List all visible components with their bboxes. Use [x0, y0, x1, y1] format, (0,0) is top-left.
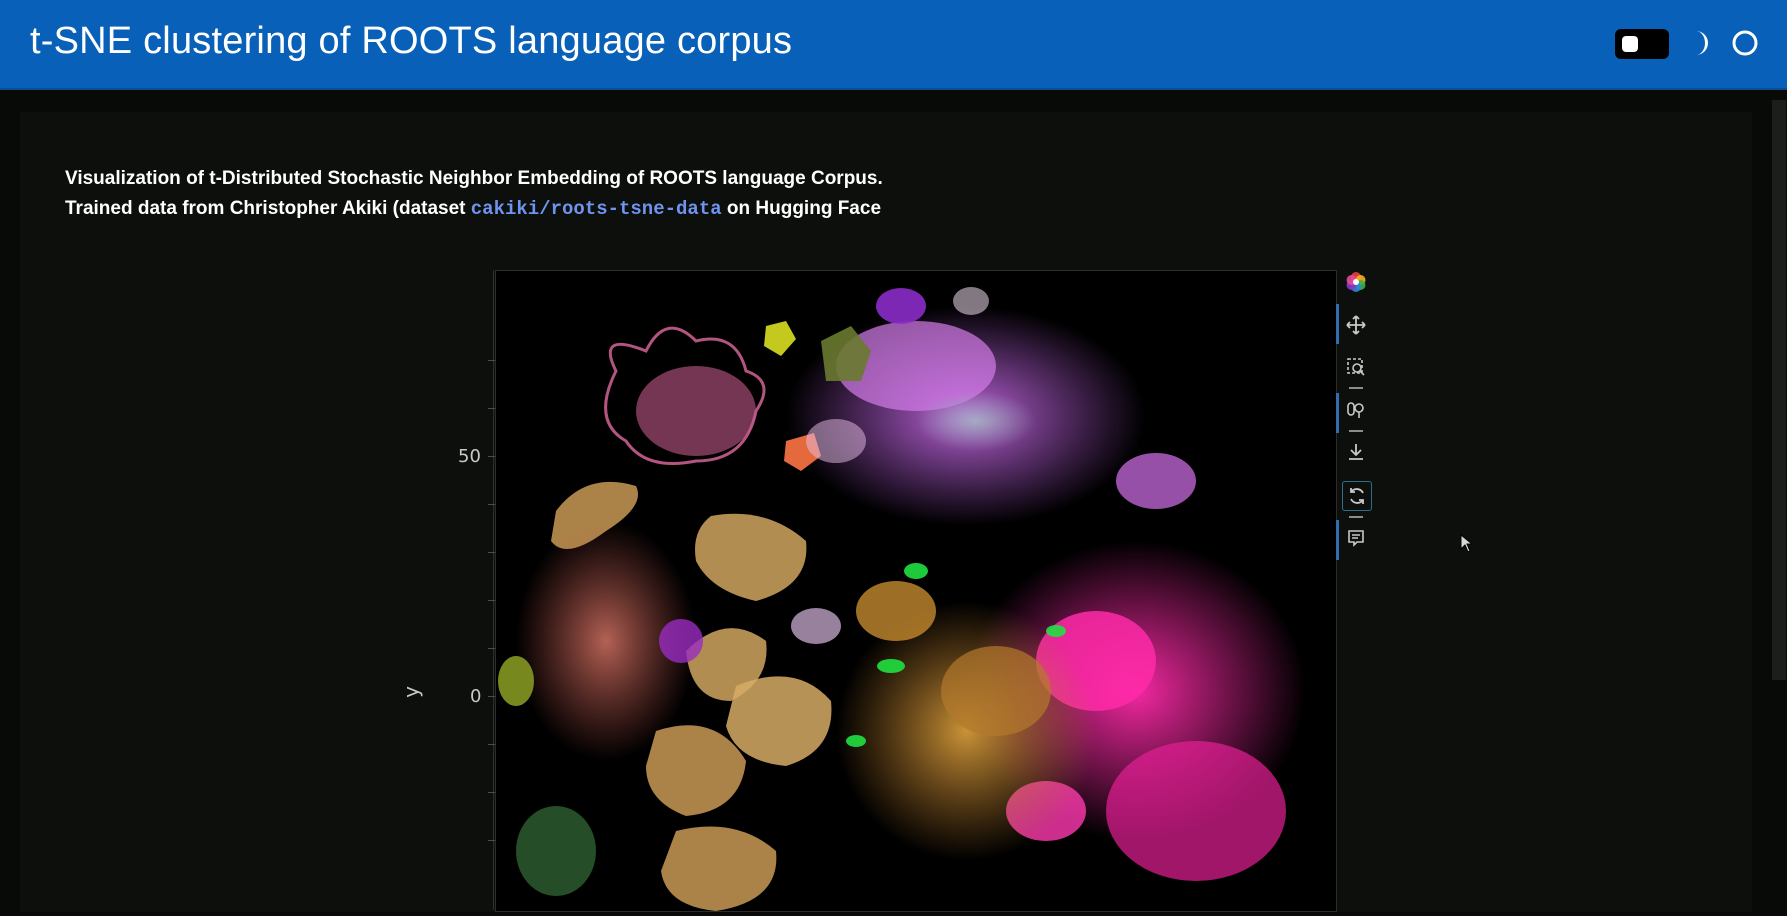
cluster-tan-6 [661, 826, 777, 911]
description: Visualization of t-Distributed Stochasti… [65, 164, 883, 224]
cluster-mauve [636, 366, 756, 456]
save-icon[interactable] [1342, 438, 1370, 466]
cluster-grey [916, 391, 1036, 451]
description-line-2: Trained data from Christopher Akiki (dat… [65, 194, 883, 224]
y-minor-tick [488, 552, 495, 553]
cluster-olive [821, 326, 871, 381]
y-axis-line [493, 270, 494, 910]
y-minor-tick [488, 744, 495, 745]
y-minor-tick [488, 408, 495, 409]
cluster-tan-5 [646, 725, 746, 816]
y-tick-0 [488, 696, 495, 697]
bokeh-logo-icon[interactable] [1342, 268, 1370, 296]
cluster-yellow [764, 321, 796, 356]
page-title: t-SNE clustering of ROOTS language corpu… [30, 20, 793, 62]
cluster-green-1 [904, 563, 928, 579]
cluster-gold-small [856, 581, 936, 641]
cluster-green-3 [1046, 625, 1066, 637]
app-header: t-SNE clustering of ROOTS language corpu… [0, 0, 1787, 90]
moon-icon[interactable] [1685, 28, 1715, 58]
box-zoom-icon[interactable] [1342, 353, 1370, 381]
circle-icon[interactable] [1730, 28, 1760, 58]
toolbar-separator [1349, 387, 1363, 389]
scatter-canvas[interactable] [496, 271, 1336, 911]
toolbar-separator [1349, 516, 1363, 518]
mouse-cursor-icon [1460, 534, 1474, 553]
cluster-lilac [791, 608, 841, 644]
theme-toggle[interactable] [1615, 29, 1669, 59]
cluster-green-2 [877, 659, 905, 673]
cluster-tan-4 [726, 676, 832, 766]
y-minor-tick [488, 648, 495, 649]
cluster-purple [876, 288, 926, 324]
plot-toolbar [1336, 268, 1376, 568]
cluster-green-4 [846, 735, 866, 747]
y-minor-tick [488, 600, 495, 601]
y-tick-label-0: 0 [470, 686, 482, 707]
y-minor-tick [488, 792, 495, 793]
y-tick-50 [488, 456, 495, 457]
y-minor-tick [488, 504, 495, 505]
page-scrollbar[interactable] [1772, 100, 1786, 680]
cluster-green-bottom [516, 806, 596, 896]
toolbar-active-indicator [1336, 520, 1339, 560]
cluster-green-left [498, 656, 534, 706]
cluster-gold-mid [941, 646, 1051, 736]
description-prefix: Trained data from Christopher Akiki (dat… [65, 198, 471, 219]
description-line-1: Visualization of t-Distributed Stochasti… [65, 168, 883, 189]
cluster-white [953, 287, 989, 315]
cluster-gold [836, 601, 1096, 861]
y-minor-tick [488, 840, 495, 841]
pan-icon[interactable] [1342, 311, 1370, 339]
cluster-tan-2 [695, 513, 807, 601]
toolbar-separator [1349, 430, 1363, 432]
y-tick-label-50: 50 [458, 446, 481, 467]
wheel-zoom-icon[interactable] [1342, 396, 1370, 424]
dataset-link[interactable]: cakiki/roots-tsne-data [470, 198, 722, 220]
cluster-violet-small [1116, 453, 1196, 509]
description-suffix: on Hugging Face [721, 198, 882, 219]
cluster-salmon [516, 521, 696, 761]
hover-icon[interactable] [1342, 524, 1370, 552]
cluster-pink-lower [1106, 741, 1286, 881]
toolbar-active-indicator [1336, 393, 1339, 433]
cluster-outline-pink [604, 326, 766, 465]
y-axis-label: y [398, 686, 423, 698]
toggle-switch-icon [1622, 36, 1638, 52]
cluster-violet-core [836, 321, 996, 411]
cluster-light-pink [806, 419, 866, 463]
reset-icon[interactable] [1342, 481, 1372, 511]
toolbar-active-indicator [1336, 304, 1339, 344]
cluster-purple-left [659, 619, 703, 663]
tsne-plot[interactable] [495, 270, 1337, 912]
y-minor-tick [488, 360, 495, 361]
